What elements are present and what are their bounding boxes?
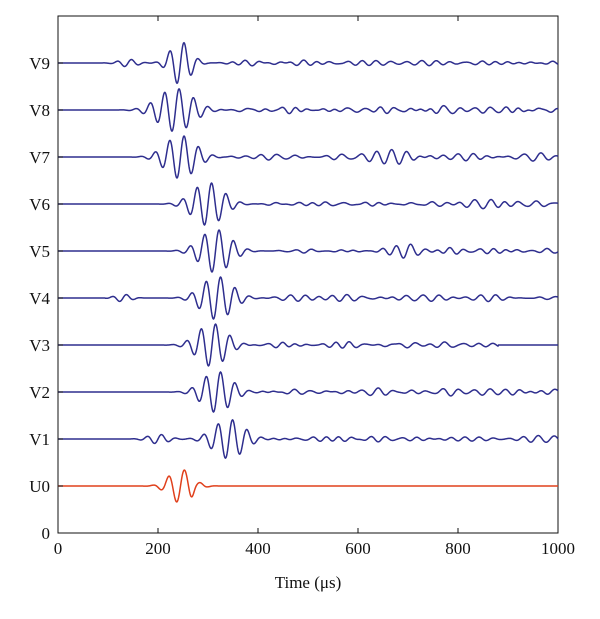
plot-area-frame xyxy=(57,15,559,534)
y-tick-label: V7 xyxy=(29,148,50,167)
y-tick-label: V3 xyxy=(29,336,50,355)
x-tick-label: 200 xyxy=(145,539,171,558)
trace-v5 xyxy=(57,229,559,273)
y-tick-label: V5 xyxy=(29,242,50,261)
trace-v8 xyxy=(57,88,559,132)
trace-v4 xyxy=(57,276,559,320)
y-tick-label: V4 xyxy=(29,289,50,308)
trace-group xyxy=(57,41,559,503)
x-tick-label: 400 xyxy=(245,539,271,558)
trace-v7 xyxy=(57,135,559,179)
y-tick-label: V6 xyxy=(29,195,50,214)
trace-u0 xyxy=(57,469,559,503)
trace-v6 xyxy=(57,182,559,226)
y-axis: 0 U0 V1 V2 V3 V4 V5 V6 V7 V8 V9 xyxy=(29,54,63,543)
y-tick-label: V2 xyxy=(29,383,50,402)
trace-v3 xyxy=(57,323,559,367)
y-tick-label: V8 xyxy=(29,101,50,120)
trace-v9 xyxy=(57,41,559,85)
y-tick-label: V9 xyxy=(29,54,50,73)
trace-v1 xyxy=(57,419,559,459)
x-axis-title: Time (μs) xyxy=(275,573,342,592)
x-tick-label: 600 xyxy=(345,539,371,558)
x-tick-label: 800 xyxy=(445,539,471,558)
x-axis: 0 200 400 600 800 1000 xyxy=(54,16,575,558)
y-tick-label: 0 xyxy=(42,524,51,543)
y-tick-label: U0 xyxy=(29,477,50,496)
y-tick-label: V1 xyxy=(29,430,50,449)
trace-v2 xyxy=(57,371,559,413)
x-tick-label: 1000 xyxy=(541,539,575,558)
x-tick-label: 0 xyxy=(54,539,63,558)
